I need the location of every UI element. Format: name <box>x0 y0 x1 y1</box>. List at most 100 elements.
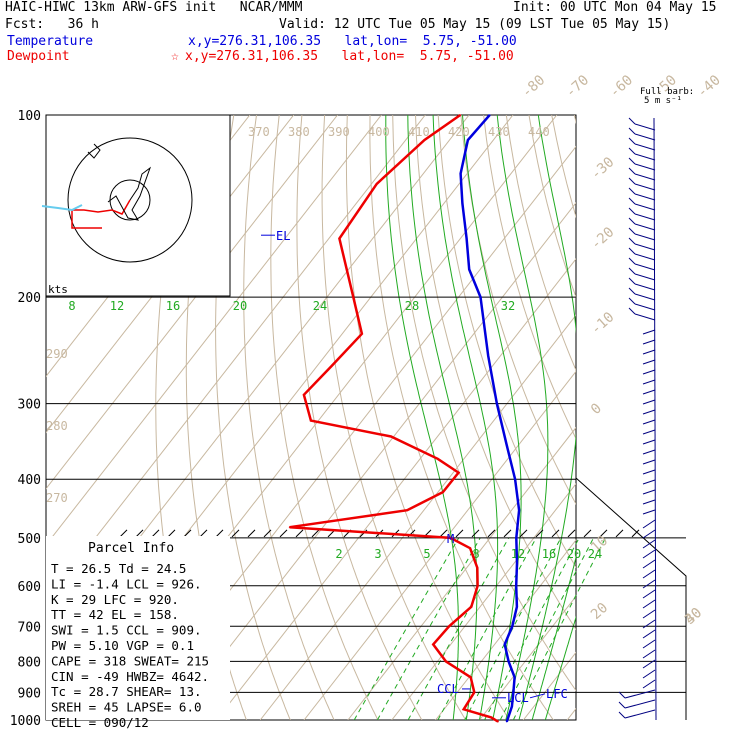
temperature-point <box>511 705 513 708</box>
wind-barb <box>642 429 656 435</box>
plot-border <box>45 114 577 721</box>
wind-barb <box>642 389 656 395</box>
wind-barb <box>642 509 656 515</box>
pressure-tick-label: 500 <box>18 532 41 547</box>
hatch-mark <box>119 529 128 538</box>
hodograph-units-label: kts <box>48 283 68 296</box>
dry-adiabat-line <box>597 115 740 720</box>
dewpoint-point <box>469 547 471 549</box>
wind-barb <box>634 153 656 161</box>
dewpoint-point <box>470 606 473 608</box>
isotherm-line <box>522 651 576 720</box>
dry-adiabat-line <box>665 115 740 720</box>
dewpoint-point <box>375 183 378 185</box>
temperature-legend-label: Temperature <box>7 34 94 49</box>
hatch-mark <box>631 529 640 538</box>
theta-label: 420 <box>448 125 470 139</box>
dewpoint-point <box>303 393 305 396</box>
dewpoint-point <box>390 435 392 438</box>
dry-adiabat-line <box>711 115 740 720</box>
dry-adiabat-line <box>270 115 379 720</box>
isotherm-label: -30 <box>588 154 618 183</box>
hatch-mark <box>311 529 320 538</box>
hatch-mark <box>519 529 528 538</box>
hodograph: kts <box>41 114 231 297</box>
wind-barb <box>634 303 656 311</box>
wind-barb <box>642 679 656 689</box>
isotherm-line <box>46 115 338 490</box>
wind-barb <box>642 439 656 445</box>
dry-adiabat-line <box>415 115 576 631</box>
wind-barb <box>634 173 656 181</box>
wind-barb-feather <box>628 287 636 295</box>
temperature-point <box>479 296 482 298</box>
temperature-point <box>507 660 510 663</box>
wind-barb <box>634 243 656 251</box>
lower-edge-border <box>575 477 687 720</box>
theta-label: 410 <box>408 125 430 139</box>
hatch-mark <box>599 529 608 538</box>
wind-barb <box>642 499 656 505</box>
isotherm-line <box>347 426 576 720</box>
hatch-mark <box>247 529 256 538</box>
temperature-point <box>511 625 514 628</box>
wind-barb <box>634 123 656 131</box>
wind-barb-feather <box>628 227 636 235</box>
lfc-marker <box>529 693 546 699</box>
isotherm-label: -60 <box>607 72 637 101</box>
wind-barb-feather <box>628 277 636 285</box>
wind-barb <box>642 659 656 669</box>
pressure-tick-label: 800 <box>18 655 41 670</box>
pressure-tick-label: 900 <box>18 686 41 701</box>
init-time: Init: 00 UTC Mon 04 May 15 <box>513 0 717 15</box>
forecast-hour: Fcst: 36 h <box>5 17 99 32</box>
wind-barb-feather <box>628 157 636 165</box>
temperature-point <box>503 643 506 646</box>
temperature-point <box>488 114 491 116</box>
model-title: HAIC-HIWC 13km ARW-GFS init NCAR/MMM <box>5 0 303 15</box>
parcel-info-row: CIN = -49 HWBZ= 4642. <box>51 669 209 684</box>
wind-barb-feather <box>628 127 636 135</box>
wind-barb <box>634 223 656 231</box>
dewpoint-point <box>497 720 499 723</box>
mixing-ratio-label: 24 <box>313 299 327 313</box>
dewpoint-point <box>288 526 291 528</box>
wind-barb <box>642 399 656 405</box>
dewpoint-point <box>442 491 444 493</box>
isotherm-line <box>46 115 382 546</box>
parcel-info-row: T = 26.5 Td = 24.5 <box>51 561 186 576</box>
isotherm-label: -40 <box>694 72 724 101</box>
isotherm-line <box>479 595 576 720</box>
mixing-ratio-label: 8 <box>68 299 75 313</box>
mixing-ratio-label: 32 <box>501 299 515 313</box>
pressure-tick-label: 300 <box>18 398 41 413</box>
temperature-point <box>465 237 468 240</box>
mixing-ratio-line <box>376 537 481 720</box>
mixing-ratio-label: 28 <box>405 299 419 313</box>
temperature-point <box>496 402 498 405</box>
isotherm-line <box>259 314 576 720</box>
dry-adiabat-line <box>369 115 554 720</box>
hatch-mark <box>455 529 464 538</box>
theta-label: 370 <box>248 125 270 139</box>
theta-label: 440 <box>528 125 550 139</box>
wind-barb <box>642 609 656 619</box>
pressure-tick-label: 600 <box>18 580 41 595</box>
dry-adiabat-line <box>688 115 740 720</box>
wind-barb <box>634 233 656 241</box>
dry-adiabat-line <box>620 115 740 720</box>
pressure-tick-label: 700 <box>18 620 41 635</box>
theta-label: 270 <box>46 491 68 505</box>
mixing-ratio-label: 5 <box>423 547 430 561</box>
wind-barb <box>642 349 656 355</box>
mixing-ratio-line <box>512 537 606 720</box>
moist-adiabat-line <box>432 115 499 720</box>
wind-barb-feather <box>628 147 636 155</box>
hatch-mark <box>151 529 160 538</box>
mixing-ratio-label: 12 <box>110 299 124 313</box>
theta-label: 400 <box>368 125 390 139</box>
dewpoint-point <box>473 691 476 694</box>
theta-label: 430 <box>488 125 510 139</box>
hatch-mark <box>199 529 208 538</box>
dry-adiabat-line <box>551 115 576 219</box>
